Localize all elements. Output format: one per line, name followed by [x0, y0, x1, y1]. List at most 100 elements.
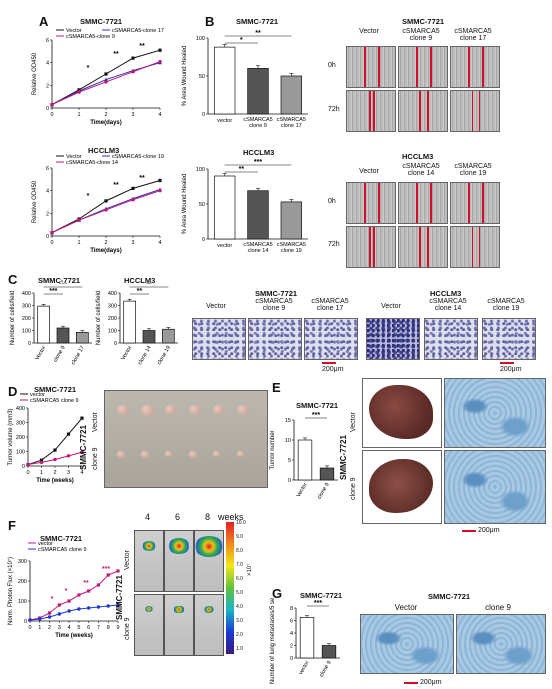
c-img2-col-3: cSMARCA5 clone 19	[487, 298, 525, 312]
c-transwell-image	[304, 318, 358, 360]
e-bar	[297, 439, 313, 481]
d-row-clone9: clone 9	[92, 447, 99, 470]
f-xtick-label: 3	[58, 625, 61, 631]
a-top-point	[104, 72, 108, 76]
a-top-xtick-label: 2	[104, 112, 107, 118]
c-mid-ytick-label: 400	[108, 291, 117, 297]
a-bot-point	[50, 230, 54, 235]
a-bot-ytick-label: 0	[46, 234, 49, 240]
f-mouse-r1-c1	[164, 594, 194, 656]
f-colorbar-tick: 8.0	[236, 548, 243, 554]
c-mid-cat-label: clone 14	[137, 345, 153, 366]
f-point	[106, 573, 110, 577]
e-sig-label: ***	[312, 412, 320, 419]
e-ytick-label: 5	[288, 458, 291, 464]
panel-label-c: C	[8, 272, 18, 287]
c-img1-title: SMMC-7721	[255, 289, 298, 298]
f-sig-star: *	[65, 588, 68, 595]
f-colorbar-tick: 3.0	[236, 618, 243, 624]
d-xtick-label: 0	[26, 470, 29, 476]
b-bot-ytick-label: 0	[202, 237, 205, 243]
d-ytick-label: 0	[22, 464, 25, 470]
g-col-clone9: clone 9	[485, 603, 511, 612]
c-mid-title: HCCLM3	[124, 276, 156, 285]
f-colorbar-tick: 10.0	[236, 520, 246, 526]
b-top-bar	[247, 68, 269, 115]
b-top-col-2: cSMARCA5 clone 9	[402, 28, 440, 42]
d-legend-label: vector	[30, 392, 45, 398]
e-row-clone9: clone 9	[350, 477, 357, 500]
b-top-wound-edge	[364, 47, 366, 87]
d-tumor-photo	[104, 390, 268, 488]
c-scale-bar-1	[322, 362, 336, 364]
d-xtick-label: 2	[53, 470, 56, 476]
g-ytick-label: 0	[290, 656, 293, 662]
b-bot-ytick-label: 100	[196, 167, 205, 173]
a-bot-xtick-label: 3	[131, 240, 134, 246]
b-bot-wound-r0-c2	[450, 182, 500, 224]
b-bottom-col-2: cSMARCA5 clone 14	[402, 163, 440, 177]
panel-label-g: G	[272, 586, 283, 601]
d-point	[26, 462, 30, 467]
f-bioluminescence-signal	[167, 538, 191, 554]
b-bot-wound-edge	[369, 227, 371, 267]
d-tumor-vector	[165, 405, 176, 415]
c-left-sig-label: ***	[59, 283, 67, 288]
d-title: SMMC-7721	[34, 385, 77, 394]
b-bot-wound-edge	[482, 183, 484, 223]
d-tumor-clone9	[141, 451, 149, 458]
b-bottom-row-0h: 0h	[328, 198, 336, 205]
panel-label-d: D	[8, 384, 18, 399]
c-left-ytick-label: 300	[22, 304, 31, 310]
b-top-img-title: SMMC-7721	[402, 17, 445, 26]
f-mouse-r1-c0	[134, 594, 164, 656]
g-ytick-label: 8	[290, 606, 293, 612]
b-bot-sig-label: ***	[254, 159, 262, 166]
a-top-ytick-label: 0	[46, 106, 49, 112]
a-top-ytick-label: 4	[46, 61, 49, 67]
a-top-point	[104, 80, 108, 84]
e-liver-clone9	[362, 450, 442, 524]
b-top-wound-edge	[430, 47, 432, 87]
b-top-title: SMMC-7721	[236, 17, 279, 26]
f-colorbar-tick: 2.0	[236, 632, 243, 638]
c-left-title: SMMC-7721	[38, 276, 81, 285]
b-top-ytick-label: 0	[202, 112, 205, 118]
b-bottom-title: HCCLM3	[243, 148, 275, 157]
b-top-ytick-label: 100	[196, 36, 205, 42]
d-point	[53, 448, 57, 452]
a-top-xlabel: Time(days)	[90, 120, 122, 126]
f-xtick-label: 5	[77, 625, 80, 631]
d-ylabel: Tumor volume (mm3)	[8, 408, 14, 465]
f-bioluminescence-signal	[173, 605, 185, 614]
a-top-legend-label: cSMARCA5-clone 17	[112, 28, 164, 34]
c-left-ytick-label: 400	[22, 291, 31, 297]
b-bot-wound-edge	[416, 183, 418, 223]
e-liver-vector	[362, 378, 442, 448]
f-point	[67, 609, 71, 613]
c-transwell-image	[482, 318, 536, 360]
a-bot-point	[158, 178, 162, 183]
b-bot-cat-label: vector	[217, 243, 232, 249]
d-point	[39, 460, 44, 465]
f-ylabel: Norm. Photon Flux (×10⁷)	[7, 557, 14, 625]
g-ylabel: Number of lung metastases/5 sections	[270, 598, 276, 684]
b-bot-ytick-label: 50	[199, 202, 205, 208]
b-top-wound-edge	[482, 47, 484, 87]
f-col-4: 4	[145, 512, 151, 522]
d-xlabel: Time (weeks)	[36, 478, 74, 484]
f-point	[67, 599, 71, 603]
b-bot-wound-r1-c0	[346, 226, 396, 268]
c-left-ytick-label: 200	[22, 316, 31, 322]
d-tumor-vector	[237, 405, 249, 416]
f-xtick-label: 2	[48, 625, 51, 631]
d-tumor-vector	[213, 405, 224, 415]
c-transwell-image	[366, 318, 420, 360]
d-xtick-label: 1	[40, 470, 43, 476]
sig-star: *	[87, 193, 90, 200]
e-bar	[319, 467, 335, 481]
panel-label-b: B	[205, 14, 215, 29]
f-bioluminescence-signal	[193, 535, 225, 558]
f-point	[47, 615, 52, 619]
